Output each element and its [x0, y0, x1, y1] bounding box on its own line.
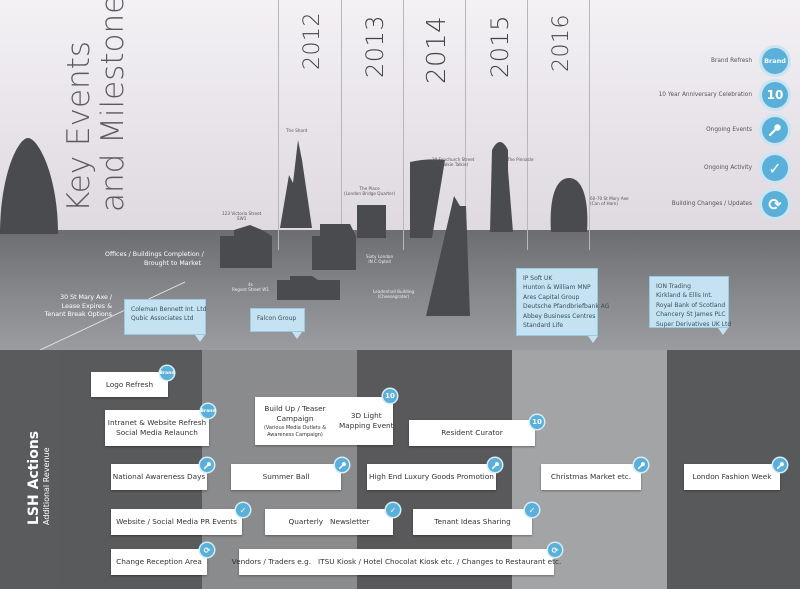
gherkin-building	[0, 138, 58, 234]
legend-label-changes: Building Changes / Updates	[671, 201, 752, 207]
label-leadenhall: Leadenhall Building (Cheesegrater)	[373, 289, 415, 300]
microphone-icon	[200, 458, 214, 472]
tenant-box-coleman: Coleman Bennett Int. Ltd Qubic Associate…	[124, 299, 206, 335]
microphone-icon	[773, 458, 787, 472]
check-icon: ✓	[762, 155, 788, 181]
year-line-2013	[341, 0, 342, 250]
refresh-icon: ⟳	[548, 543, 562, 557]
label-shard: The Shard	[286, 128, 308, 133]
ten-icon: 10	[762, 82, 788, 108]
brand-icon: Brand	[762, 48, 788, 74]
shard-building	[280, 140, 312, 228]
tenant-box-tail	[195, 335, 205, 342]
card-vendors: Vendors / Traders e.g. ITSU Kiosk / Hote…	[232, 549, 561, 575]
card-reception-area: Change Reception Area	[111, 549, 207, 575]
microphone-icon	[335, 458, 349, 472]
lsh-subtitle: Additional Revenue	[42, 447, 51, 525]
legend-label-brand: Brand Refresh	[711, 58, 752, 64]
tenant-box-tail	[588, 336, 598, 343]
refresh-icon: ⟳	[200, 543, 214, 557]
card-buildup: Build Up / Teaser Campaign (Various Medi…	[255, 397, 394, 445]
label-fenchurch: 20 Fenchurch Street (Walkie Talkie)	[432, 157, 475, 168]
tenant-box-ion: ION Trading Kirkland & Ellis Int. Royal …	[649, 276, 731, 328]
year-line-2015	[465, 0, 466, 250]
label-stmaryaxe: 60-70 St Mary Axe (Can of Ham)	[590, 196, 629, 207]
card-resident-curator: Resident Curator	[409, 420, 535, 446]
card-awareness-days: National Awareness Days	[111, 464, 207, 490]
column-label-area	[0, 350, 62, 589]
leadenhall-building	[426, 196, 470, 316]
card-fashion-week: London Fashion Week	[684, 464, 780, 490]
refresh-icon: ⟳	[762, 191, 788, 217]
card-summer-ball: Summer Ball	[231, 464, 341, 490]
legend-label-activity: Ongoing Activity	[704, 165, 752, 171]
year-line-2016	[527, 0, 528, 250]
check-icon: ✓	[236, 503, 250, 517]
lsh-actions-label: LSH Actions Additional Revenue	[26, 431, 52, 525]
card-tenant-ideas: Tenant Ideas Sharing	[413, 509, 532, 535]
year-line-2012	[278, 0, 279, 250]
card-luxury-goods: High End Luxury Goods Promotion	[367, 464, 496, 490]
tenant-box-falcon: Falcon Group	[250, 308, 305, 332]
sky-background	[0, 0, 800, 230]
buildup-title: Build Up / Teaser Campaign	[264, 404, 326, 423]
label-completion: Offices / Buildings Completion / Brought…	[105, 251, 204, 267]
check-icon: ✓	[525, 503, 539, 517]
perspective-line	[39, 281, 186, 350]
microphone-icon	[488, 458, 502, 472]
card-intranet: Intranet & Website Refresh Social Media …	[105, 410, 209, 446]
legend-label-events: Ongoing Events	[706, 127, 752, 133]
microphone-icon	[762, 117, 788, 143]
place-building	[357, 205, 386, 238]
victoria-street-building	[220, 225, 272, 268]
buildup-row: Build Up / Teaser Campaign (Various Medi…	[261, 404, 394, 438]
sixty-london-building	[312, 224, 356, 270]
tenant-box-tail	[292, 332, 302, 339]
label-pinnacle: The Pinnacle	[507, 157, 534, 162]
card-newsletter: Quarterly Newsletter	[265, 509, 393, 535]
microphone-glyph	[768, 124, 781, 137]
stmaryaxe-building	[550, 178, 588, 232]
year-line-2014	[403, 0, 404, 250]
microphone-icon	[634, 458, 648, 472]
ten-icon: 10	[530, 415, 544, 429]
card-logo-refresh: Logo Refresh	[91, 372, 168, 397]
tenant-box-ipsoft: IP Soft UK Hunton & William MNP Ares Cap…	[516, 268, 609, 336]
label-lease-expiry: 30 St Mary Axe / Lease Expires & Tenant …	[44, 294, 112, 318]
lsh-title: LSH Actions	[26, 430, 42, 525]
label-sixty: Sixty London IN C Optell	[366, 254, 394, 265]
ten-icon: 10	[383, 389, 397, 403]
mapping-event: 3D Light Mapping Event	[339, 411, 394, 430]
buildup-subtitle: (Various Media Outlets & Awareness Campa…	[263, 425, 327, 438]
pinnacle-building	[490, 142, 513, 232]
label-victoria: 123 Victoria Street SW1	[222, 211, 262, 222]
legend-label-anniversary: 10 Year Anniversary Celebration	[658, 92, 752, 98]
regent-street-building	[277, 276, 340, 300]
card-website-pr: Website / Social Media PR Events	[111, 509, 242, 535]
brand-icon: Brand	[200, 404, 216, 418]
tenant-box-tail	[718, 328, 728, 335]
skyline-graphic	[0, 138, 588, 350]
label-place: The Place (London Bridge Quarter)	[344, 186, 396, 197]
card-christmas-market: Christmas Market etc.	[541, 464, 641, 490]
fenchurch-building	[410, 159, 445, 238]
year-line-end	[589, 0, 590, 250]
label-regent: 4s Regent Street W1	[232, 282, 270, 293]
brand-icon: Brand	[159, 366, 175, 380]
check-icon: ✓	[386, 503, 400, 517]
